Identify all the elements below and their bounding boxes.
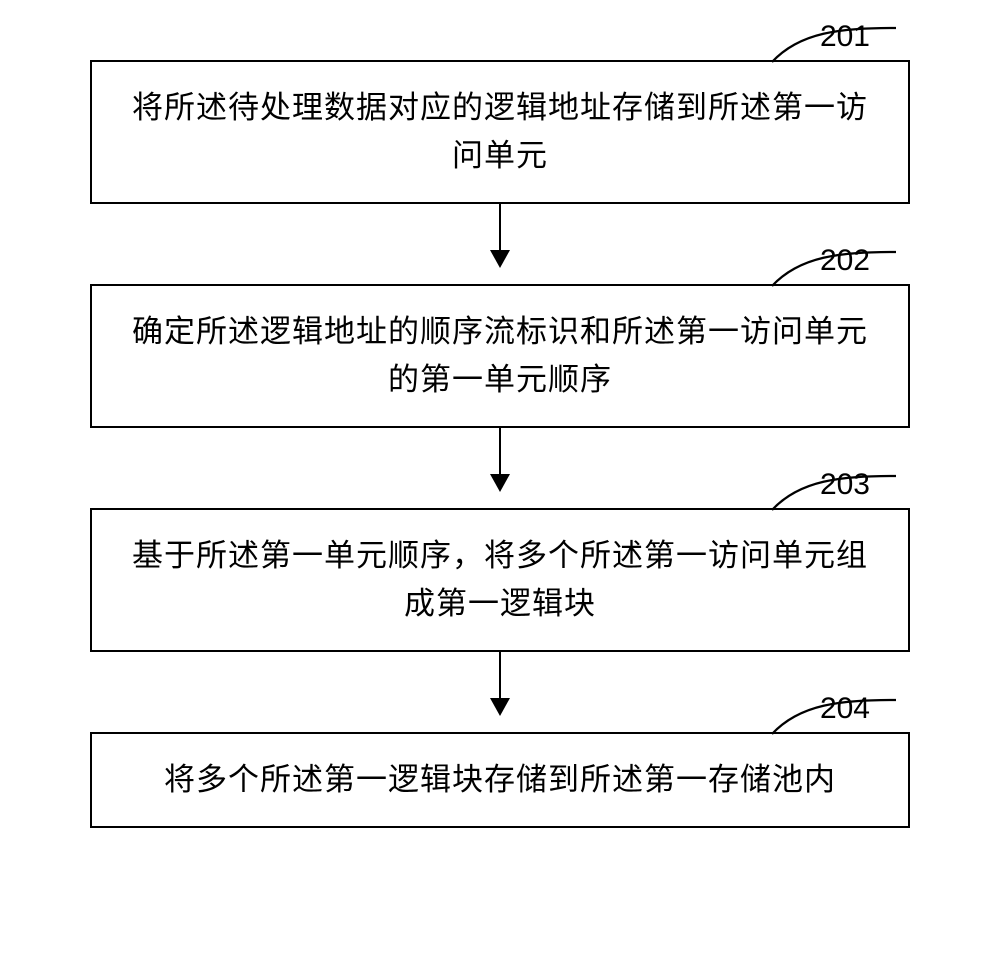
arrow-203-204 [499,652,502,732]
step-201-label: 201 [820,20,870,54]
step-204-box: 将多个所述第一逻辑块存储到所述第一存储池内 [90,732,910,828]
arrow-202-203 [499,428,502,508]
step-201-box: 将所述待处理数据对应的逻辑地址存储到所述第一访问单元 [90,60,910,204]
step-203-wrap: 203 基于所述第一单元顺序，将多个所述第一访问单元组成第一逻辑块 [60,508,940,652]
step-201-wrap: 201 将所述待处理数据对应的逻辑地址存储到所述第一访问单元 [60,60,940,204]
step-203-label: 203 [820,468,870,502]
arrow-201-202 [499,204,502,284]
step-202-wrap: 202 确定所述逻辑地址的顺序流标识和所述第一访问单元的第一单元顺序 [60,284,940,428]
step-202-box: 确定所述逻辑地址的顺序流标识和所述第一访问单元的第一单元顺序 [90,284,910,428]
flowchart-container: 201 将所述待处理数据对应的逻辑地址存储到所述第一访问单元 202 确定所述逻… [60,60,940,828]
step-204-wrap: 204 将多个所述第一逻辑块存储到所述第一存储池内 [60,732,940,828]
step-203-box: 基于所述第一单元顺序，将多个所述第一访问单元组成第一逻辑块 [90,508,910,652]
step-202-label: 202 [820,244,870,278]
step-204-label: 204 [820,692,870,726]
